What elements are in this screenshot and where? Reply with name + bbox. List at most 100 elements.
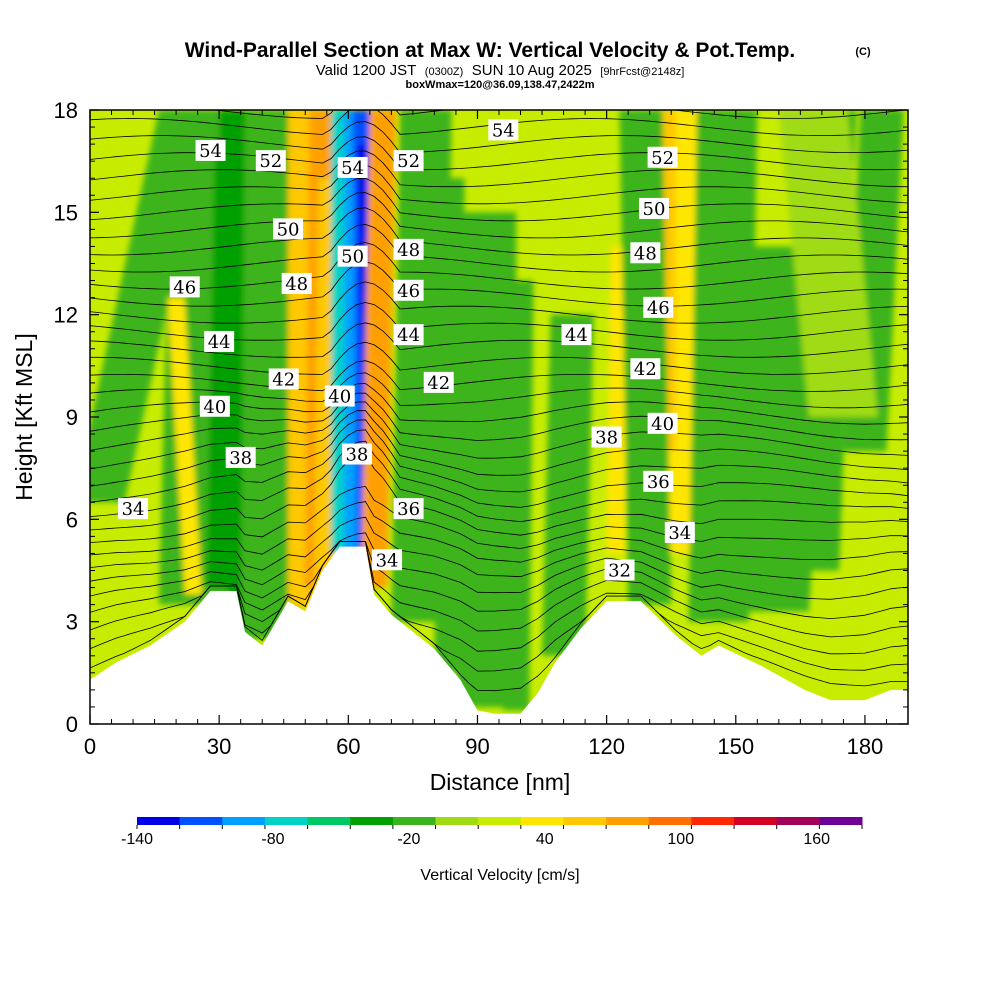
x-tick-label: 60: [336, 734, 360, 759]
theta-label-bg: [273, 218, 304, 240]
theta-label-bg: [169, 276, 200, 298]
theta-label: 42: [423, 371, 454, 394]
theta-label-bg: [393, 498, 424, 520]
theta-isoline: [90, 440, 908, 523]
colorbar-swatch: [734, 817, 778, 825]
colorbar-tick-label: 40: [536, 831, 554, 848]
theta-label-text: 34: [376, 550, 399, 571]
theta-label-bg: [393, 324, 424, 346]
colorbar-swatch: [222, 817, 266, 825]
theta-label-bg: [255, 150, 286, 172]
theta-label-text: 42: [427, 373, 450, 394]
theta-label: 48: [393, 238, 424, 261]
theta-label-bg: [488, 119, 519, 141]
theta-label: 44: [204, 330, 235, 353]
theta-label-text: 40: [203, 397, 226, 418]
colorbar-swatch: [520, 817, 564, 825]
theta-label-bg: [118, 498, 149, 520]
chart-title: Wind-Parallel Section at Max W: Vertical…: [185, 39, 796, 62]
y-tick-label: 9: [66, 405, 78, 430]
theta-isoline: [90, 401, 908, 459]
theta-label-bg: [281, 272, 312, 294]
theta-label-text: 48: [397, 240, 420, 261]
x-axis-label: Distance [nm]: [430, 769, 571, 795]
theta-label-bg: [337, 245, 368, 267]
theta-label: 36: [393, 498, 424, 520]
theta-label: 34: [372, 549, 403, 571]
theta-label-text: 38: [229, 448, 252, 469]
theta-isoline: [90, 341, 908, 375]
subtitle-valid: Valid 1200 JST: [316, 62, 417, 79]
x-tick-label: 90: [465, 734, 489, 759]
theta-label-bg: [643, 296, 674, 318]
theta-label-text: 34: [668, 523, 691, 544]
theta-label-bg: [638, 197, 669, 219]
theta-label: 42: [268, 368, 299, 390]
theta-label-text: 46: [397, 281, 420, 302]
theta-label: 42: [630, 358, 661, 380]
theta-label: 54: [488, 119, 519, 141]
subtitle-utc: (0300Z): [425, 66, 464, 78]
theta-isoline: [90, 410, 908, 476]
y-tick-label: 12: [54, 303, 78, 328]
theta-label-text: 52: [397, 151, 420, 172]
theta-isoline: [90, 207, 908, 256]
colorbar-swatch: [776, 817, 820, 825]
x-tick-label: 150: [717, 734, 754, 759]
theta-label-text: 48: [634, 243, 657, 264]
theta-label: 46: [643, 296, 674, 319]
velocity-band: [606, 246, 629, 554]
theta-label-text: 42: [634, 359, 657, 380]
theta-label-bg: [341, 443, 372, 465]
theta-label: 52: [647, 146, 678, 169]
theta-isoline: [90, 322, 908, 358]
theta-label-text: 50: [341, 247, 364, 268]
theta-isoline: [90, 192, 908, 239]
y-tick-label: 6: [66, 507, 78, 532]
x-tick-label: 30: [207, 734, 231, 759]
theta-label-text: 52: [259, 151, 282, 172]
theta-label-bg: [195, 139, 226, 161]
theta-label-text: 42: [272, 369, 295, 390]
colorbar-swatch: [563, 817, 607, 825]
theta-label: 44: [393, 324, 424, 346]
theta-label-bg: [630, 358, 661, 380]
colorbar-label: Vertical Velocity [cm/s]: [420, 867, 579, 884]
theta-label-bg: [204, 330, 235, 352]
theta-label-bg: [664, 521, 695, 543]
theta-label-text: 54: [341, 158, 364, 179]
theta-label-bg: [268, 368, 299, 390]
theta-label: 52: [393, 150, 424, 172]
theta-isoline: [90, 177, 908, 222]
theta-label-text: 46: [173, 277, 196, 298]
terrain-mask: [90, 546, 908, 724]
theta-label: 40: [199, 395, 230, 418]
theta-label-text: 54: [492, 120, 515, 141]
y-tick-label: 15: [54, 200, 78, 225]
x-tick-label: 120: [588, 734, 625, 759]
theta-label-text: 44: [565, 325, 588, 346]
theta-isoline: [211, 110, 908, 119]
theta-label: 40: [647, 412, 678, 435]
theta-label-text: 48: [285, 274, 308, 295]
theta-label-text: 32: [608, 561, 631, 582]
y-axis-label: Height [Kft MSL]: [11, 333, 37, 500]
theta-label-bg: [199, 395, 230, 417]
theta-label: 38: [591, 426, 622, 448]
theta-label-bg: [647, 146, 678, 168]
theta-label: 48: [281, 272, 312, 295]
colorbar-swatch: [392, 817, 436, 825]
colorbar-swatch: [179, 817, 223, 825]
theta-label-bg: [647, 412, 678, 434]
theta-label: 48: [630, 242, 661, 264]
theta-label-bg: [561, 324, 592, 346]
y-tick-label: 0: [66, 712, 78, 737]
plot-area: 54 52 54 52 54 52 50 50 48 50 48 46 46 48 44 44 44 46 42 42…: [90, 110, 908, 724]
theta-label-text: 36: [397, 499, 420, 520]
theta-isoline: [90, 136, 908, 171]
theta-label-text: 52: [651, 148, 674, 169]
y-tick-label: 18: [54, 98, 78, 123]
subtitle-forecast: [9hrFcst@2148z]: [600, 66, 684, 78]
theta-isoline: [90, 281, 908, 324]
